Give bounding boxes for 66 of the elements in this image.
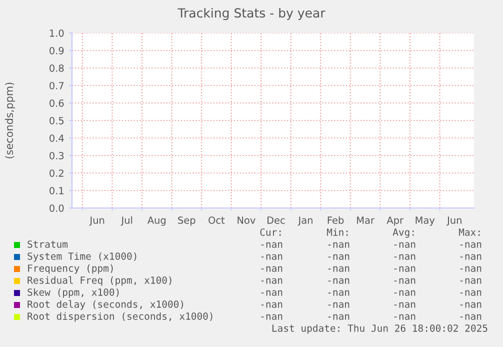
- text: -nan: [460, 314, 482, 320]
- text: -nan: [328, 302, 350, 308]
- y-tick-label: 0.9: [50, 46, 64, 54]
- legend-label: Residual Freq (ppm, x100): [28, 276, 172, 286]
- legend-label: Stratum: [28, 240, 68, 248]
- text: Min:: [326, 228, 348, 236]
- text: -nan: [460, 290, 482, 296]
- x-tick-label: Mar: [357, 216, 374, 224]
- text: Last update: Thu Jun 26 18:00:02 2025: [272, 324, 488, 334]
- text: -nan: [460, 278, 482, 284]
- x-tick-label: Sep: [178, 216, 196, 226]
- text: -nan: [394, 278, 416, 284]
- x-tick-label: Nov: [238, 216, 256, 224]
- text: -nan: [261, 278, 282, 284]
- y-tick-label: 0.6: [50, 99, 64, 107]
- legend-label: System Time (x1000): [28, 252, 136, 262]
- x-tick-label: Jun: [446, 216, 462, 226]
- text: -nan: [394, 242, 416, 248]
- text: Cur:: [260, 228, 281, 236]
- text: -nan: [328, 242, 350, 248]
- text: -nan: [394, 302, 416, 308]
- x-tick-label: Aug: [147, 216, 166, 226]
- y-tick-label: 0.2: [50, 169, 64, 177]
- text: -nan: [394, 290, 416, 296]
- text: -nan: [328, 278, 350, 284]
- y-tick-label: 0.0: [50, 204, 64, 212]
- x-tick-label: May: [416, 216, 435, 226]
- y-tick-label: 0.8: [50, 64, 64, 72]
- text: -nan: [394, 266, 416, 272]
- y-tick-label: 0.1: [50, 186, 64, 194]
- legend-label: Frequency (ppm): [28, 264, 113, 274]
- y-axis-title: (seconds,ppm): [4, 82, 16, 158]
- legend-label: Skew (ppm, x100): [28, 288, 119, 298]
- text: -nan: [328, 266, 350, 272]
- legend-label: Root dispersion (seconds, x1000): [28, 312, 212, 322]
- x-tick-label: Jan: [298, 216, 312, 226]
- text: -nan: [261, 302, 282, 308]
- x-tick-label: Feb: [328, 216, 344, 224]
- text: Avg:: [392, 228, 414, 238]
- chart-title: Tracking Stats - by year: [178, 8, 326, 20]
- text: -nan: [460, 302, 482, 308]
- y-tick-label: 0.5: [50, 116, 64, 124]
- y-tick-label: 0.3: [50, 152, 64, 160]
- text: -nan: [328, 314, 350, 320]
- text: -nan: [394, 314, 416, 320]
- y-tick-label: 1.0: [50, 29, 64, 37]
- text: -nan: [394, 254, 416, 260]
- x-tick-label: Jul: [120, 216, 132, 226]
- legend-label: Root delay (seconds, x1000): [28, 300, 184, 310]
- text: -nan: [460, 242, 482, 248]
- x-tick-label: Apr: [386, 216, 404, 226]
- x-tick-label: Jun: [89, 216, 104, 226]
- y-tick-label: 0.7: [50, 82, 64, 90]
- text: -nan: [261, 290, 282, 296]
- text: -nan: [328, 290, 350, 296]
- text: -nan: [460, 254, 482, 260]
- x-tick-label: Dec: [268, 216, 285, 224]
- text: -nan: [261, 254, 282, 260]
- x-tick-label: Oct: [208, 216, 225, 224]
- text: -nan: [261, 242, 282, 248]
- text: -nan: [261, 314, 282, 320]
- text: Max:: [458, 228, 480, 236]
- text: -nan: [460, 266, 482, 272]
- text: -nan: [261, 266, 282, 272]
- y-tick-label: 0.4: [50, 134, 64, 142]
- text: -nan: [328, 254, 350, 260]
